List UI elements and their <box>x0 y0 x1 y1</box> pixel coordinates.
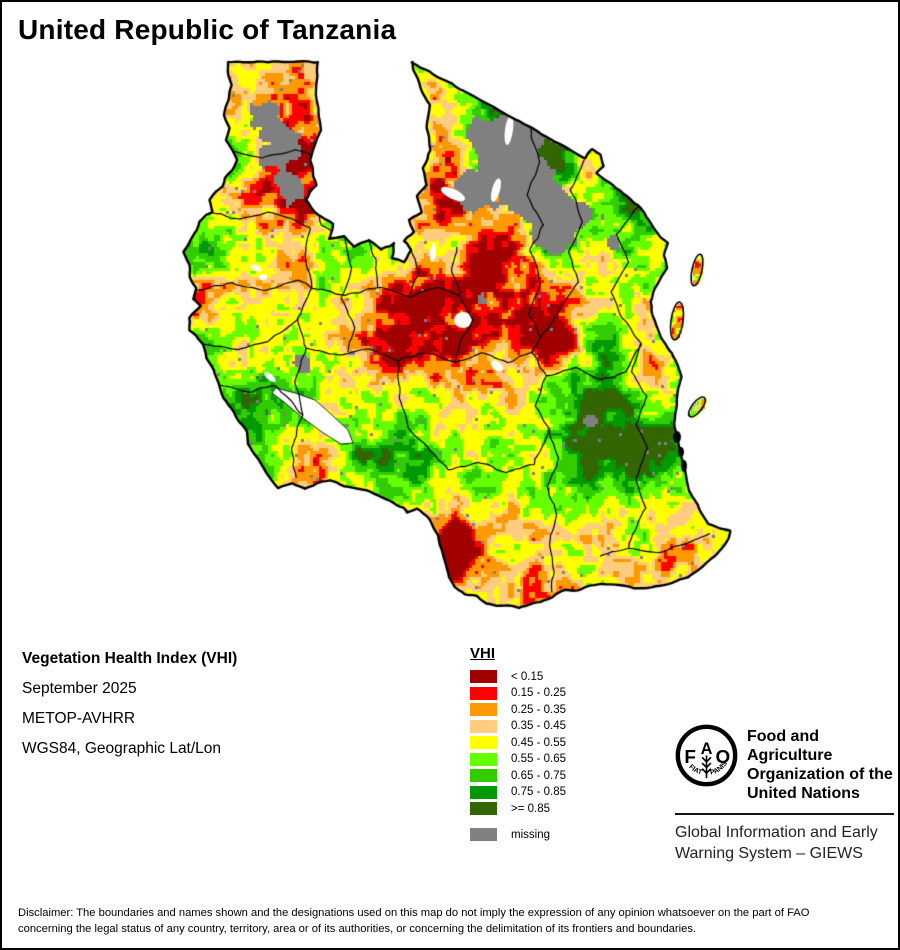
legend-label: 0.65 - 0.75 <box>511 769 566 782</box>
legend-label: missing <box>511 828 550 841</box>
tanzania-vhi-map <box>0 0 900 660</box>
legend-row: >= 0.85 <box>470 802 566 815</box>
legend-label: 0.35 - 0.45 <box>511 720 566 732</box>
legend-swatch <box>470 785 497 799</box>
giews-label: Global Information and Early Warning Sys… <box>675 824 878 862</box>
fao-letter-f: F <box>684 747 696 768</box>
legend-label: 0.55 - 0.65 <box>511 753 566 765</box>
legend-row-missing: missing <box>470 828 566 841</box>
fao-separator-line <box>675 813 894 815</box>
disclaimer-line-2: concerning the legal status of any count… <box>18 922 697 935</box>
legend-row: < 0.15 <box>470 670 566 683</box>
legend-swatch <box>470 670 497 683</box>
legend-swatch <box>470 752 497 766</box>
fao-letter-o: O <box>716 747 731 768</box>
wheat-ear-icon <box>701 755 712 779</box>
fao-block: F A O FIAT PANIS Food and Agriculture Or… <box>675 724 894 864</box>
legend-label: 0.75 - 0.85 <box>511 786 566 798</box>
map-sensor: METOP-AVHRR <box>22 710 136 727</box>
legend-swatch <box>470 719 497 733</box>
map-projection: WGS84, Geographic Lat/Lon <box>22 740 222 757</box>
disclaimer-line-1: Disclaimer: The boundaries and names sho… <box>18 907 810 919</box>
legend-row: 0.65 - 0.75 <box>470 769 566 782</box>
page-title: United Republic of Tanzania <box>18 14 397 45</box>
legend-label: 0.15 - 0.25 <box>511 687 566 699</box>
map-date: September 2025 <box>22 680 137 697</box>
legend-label: 0.45 - 0.55 <box>511 736 566 749</box>
legend-rows: < 0.15 0.15 - 0.25 0.25 - 0.35 0.35 - 0.45 0… <box>470 670 566 841</box>
legend-row: 0.75 - 0.85 <box>470 785 566 799</box>
vhi-legend: VHI < 0.15 0.15 - 0.25 0.25 - 0.35 0.35 - 0… <box>470 645 566 845</box>
fao-org-name: Food and Agriculture Organization of the… <box>747 728 893 802</box>
legend-label: 0.25 - 0.35 <box>511 703 566 716</box>
map-info-block: Vegetation Health Index (VHI) September … <box>22 650 237 770</box>
fao-logo-icon: F A O FIAT PANIS <box>675 724 738 787</box>
map-index-name: Vegetation Health Index (VHI) <box>22 650 238 667</box>
legend-title: VHI <box>470 645 496 662</box>
legend-label: >= 0.85 <box>511 802 551 815</box>
legend-swatch <box>470 686 497 700</box>
legend-swatch <box>470 828 497 841</box>
fao-letter-a: A <box>701 740 713 758</box>
legend-swatch <box>470 736 497 749</box>
legend-row: 0.35 - 0.45 <box>470 719 566 733</box>
legend-row: 0.25 - 0.35 <box>470 703 566 716</box>
legend-label: < 0.15 <box>511 670 544 683</box>
legend-swatch <box>470 703 497 716</box>
legend-row: 0.15 - 0.25 <box>470 686 566 700</box>
legend-row: 0.55 - 0.65 <box>470 752 566 766</box>
legend-swatch <box>470 802 497 815</box>
legend-row: 0.45 - 0.55 <box>470 736 566 749</box>
disclaimer: Disclaimer: The boundaries and names sho… <box>18 906 892 937</box>
legend-swatch <box>470 769 497 782</box>
